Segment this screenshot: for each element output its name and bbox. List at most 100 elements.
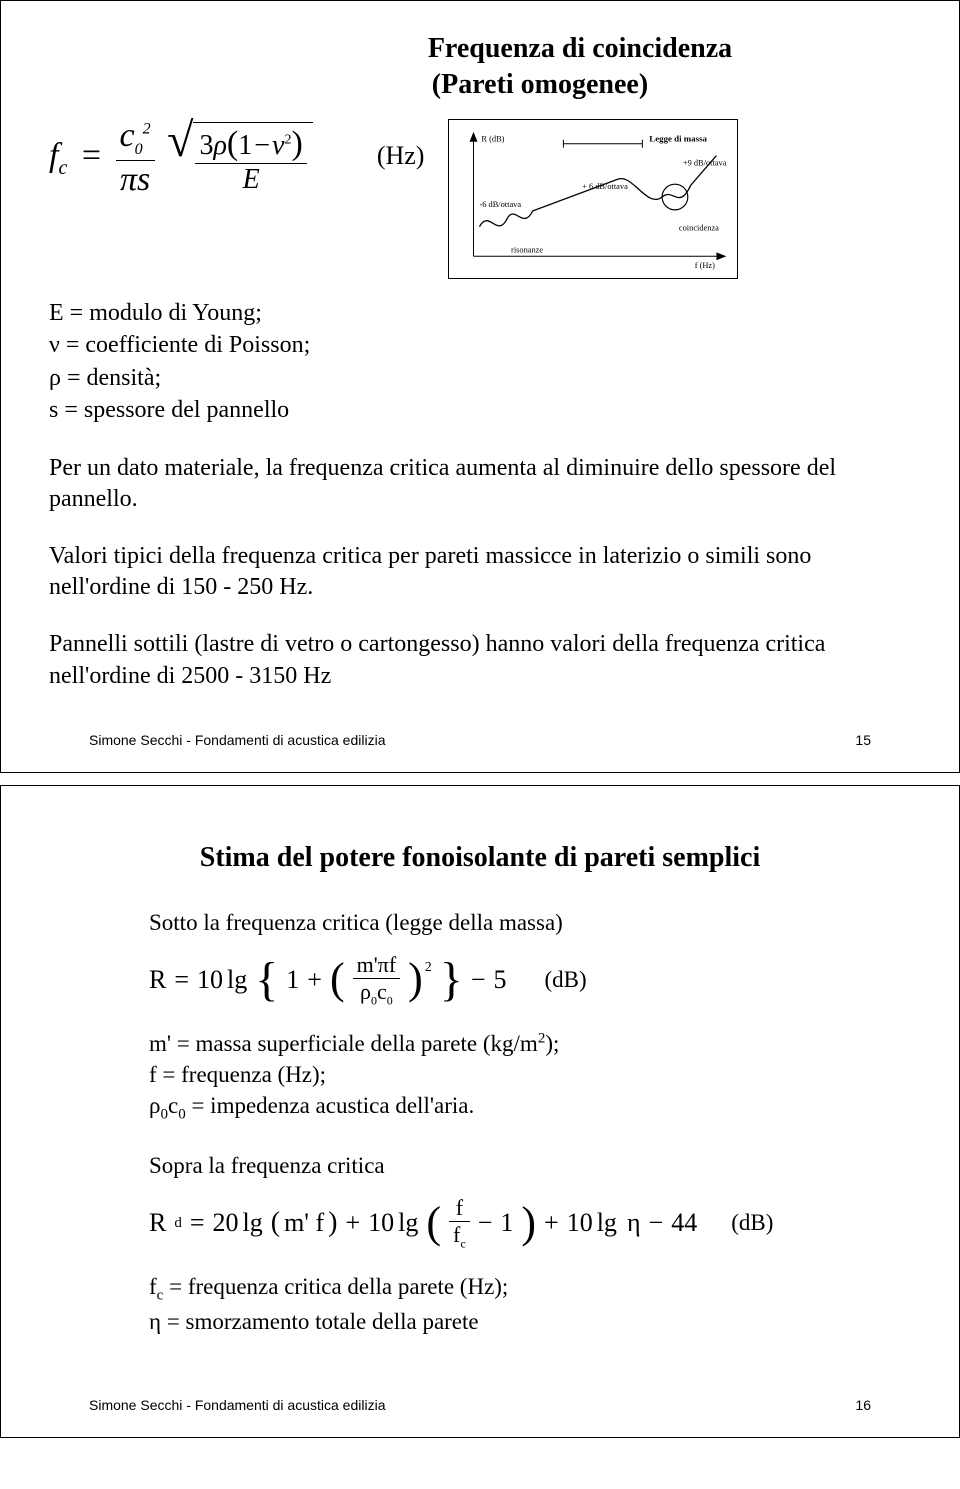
five: 5 [494, 965, 507, 995]
page-num-1: 15 [855, 732, 871, 748]
minus2b: − [649, 1208, 664, 1238]
one2: 1 [500, 1208, 513, 1238]
ten: 10 [197, 965, 223, 995]
mprime: m' [357, 952, 378, 977]
slide-1: Frequenza di coincidenza (Pareti omogene… [0, 0, 960, 773]
twenty: 20 [213, 1208, 239, 1238]
var-E: E [243, 164, 260, 195]
brace-left-icon: { [255, 963, 278, 997]
var-Rd: R [149, 1208, 166, 1238]
section-above-fc: Sopra la frequenza critica [149, 1153, 851, 1179]
lg2c: lg [597, 1208, 617, 1238]
page-num-2: 16 [855, 1397, 871, 1413]
f-num: f [456, 1195, 463, 1220]
var-c: c [120, 117, 135, 154]
paren-l2: ( [271, 1207, 280, 1239]
chart-y-label: R (dB) [482, 135, 505, 144]
eq-sign: = [82, 137, 101, 174]
paren-l: ( [227, 125, 238, 162]
footer-2: Simone Secchi - Fondamenti di acustica e… [49, 1397, 911, 1413]
lg2a: lg [243, 1208, 263, 1238]
chart-x-label: f (Hz) [695, 261, 715, 270]
eta: η [627, 1208, 641, 1238]
footer-1: Simone Secchi - Fondamenti di acustica e… [49, 732, 911, 748]
nu: ν [272, 130, 284, 161]
def-mprime: m' = massa superficiale della parete (kg… [149, 1028, 851, 1059]
hz-label: (Hz) [377, 141, 425, 171]
paren-big-r-icon: ) [521, 1208, 536, 1239]
def-E: E = modulo di Young; [49, 297, 911, 329]
pi: π [120, 161, 137, 198]
def-impedance: ρ0c0 = impedenza acustica dell'aria. [149, 1090, 851, 1125]
slide1-title-line2: (Pareti omogenee) [169, 69, 911, 101]
footer-text-2: Simone Secchi - Fondamenti di acustica e… [89, 1397, 385, 1413]
variable-definitions: E = modulo di Young; ν = coefficiente di… [49, 297, 911, 427]
radical-icon: √ [167, 122, 193, 194]
ten2: 10 [368, 1208, 394, 1238]
chart-minus6: -6 dB/ottava [480, 200, 522, 209]
rho0: ρ [360, 979, 371, 1004]
chart-risonanze: risonanze [511, 245, 543, 254]
paren-big-l-icon: ( [426, 1208, 441, 1239]
rho: ρ [213, 130, 226, 161]
def-nu: ν = coefficiente di Poisson; [49, 329, 911, 361]
def-eta: η = smorzamento totale della parete [149, 1306, 851, 1337]
sub0b: 0 [387, 993, 393, 1007]
brace-right-icon: } [440, 963, 463, 997]
paren-r2: ) [328, 1207, 337, 1239]
para3: Pannelli sottili (lastre di vetro o cart… [49, 629, 911, 691]
def-freq: f = frequenza (Hz); [149, 1059, 851, 1090]
formula-fc: fc = c02 πs √ 3ρ(1−ν2) [49, 119, 313, 197]
top-row: fc = c02 πs √ 3ρ(1−ν2) [49, 119, 911, 279]
chart-coincidenza: coincidenza [679, 224, 719, 233]
one: 1 [238, 130, 252, 161]
db2: (dB) [731, 1210, 773, 1236]
fortyfour: 44 [671, 1208, 697, 1238]
def-fc: fc = frequenza critica della parete (Hz)… [149, 1271, 851, 1306]
eq: = [174, 965, 189, 995]
exp2: 2 [425, 960, 432, 976]
slide2-title: Stima del potere fonoisolante di pareti … [49, 842, 911, 874]
three: 3 [199, 130, 213, 161]
ten2b: 10 [567, 1208, 593, 1238]
minus: − [471, 965, 486, 995]
equation-Rd: Rd = 20 lg ( m' f ) + 10 lg ( f fc − 1 )… [149, 1197, 851, 1249]
minus2: − [478, 1208, 493, 1238]
c0: c [377, 979, 387, 1004]
lg2b: lg [398, 1208, 418, 1238]
sub-d: d [174, 1215, 182, 1232]
plus2a: + [345, 1208, 360, 1238]
section-below-fc: Sotto la frequenza critica (legge della … [149, 910, 851, 936]
chart-plus9: +9 dB/ottava [683, 158, 727, 167]
lg: lg [227, 965, 247, 995]
sup-2: 2 [143, 121, 151, 138]
paren-right-icon: ) [408, 964, 423, 995]
chart-legge-label: Legge di massa [650, 134, 708, 144]
eq2: = [190, 1208, 205, 1238]
def-s: s = spessore del pannello [49, 394, 911, 426]
equation-R-mass-law: R = 10 lg { 1 + ( m'πf ρ0c0 ) 2 } − 5 (d… [149, 954, 851, 1006]
slide1-title-line1: Frequenza di coincidenza [249, 33, 911, 65]
defs-above-fc: fc = frequenza critica della parete (Hz)… [149, 1271, 851, 1337]
para2: Valori tipici della frequenza critica pe… [49, 541, 911, 603]
f: f [389, 952, 396, 977]
var-R: R [149, 965, 166, 995]
paren-r: ) [291, 125, 302, 162]
plus: + [307, 965, 322, 995]
fc-sub: c [460, 1236, 465, 1250]
footer-text-1: Simone Secchi - Fondamenti di acustica e… [89, 732, 385, 748]
paren-left-icon: ( [330, 964, 345, 995]
mass-law-chart: R (dB) Legge di massa +9 dB/ottava + 6 d… [448, 119, 738, 279]
var-s: s [137, 161, 150, 198]
minus: − [254, 130, 270, 161]
sub-0: 0 [135, 141, 143, 158]
pi: π [378, 952, 389, 977]
db1: (dB) [545, 967, 587, 993]
sub-c: c [58, 157, 67, 179]
plus2b: + [544, 1208, 559, 1238]
slide-2: Stima del potere fonoisolante di pareti … [0, 785, 960, 1439]
def-rho: ρ = densità; [49, 362, 911, 394]
defs-below-fc: m' = massa superficiale della parete (kg… [149, 1028, 851, 1125]
mprimef: m' f [284, 1208, 324, 1238]
one: 1 [286, 965, 299, 995]
